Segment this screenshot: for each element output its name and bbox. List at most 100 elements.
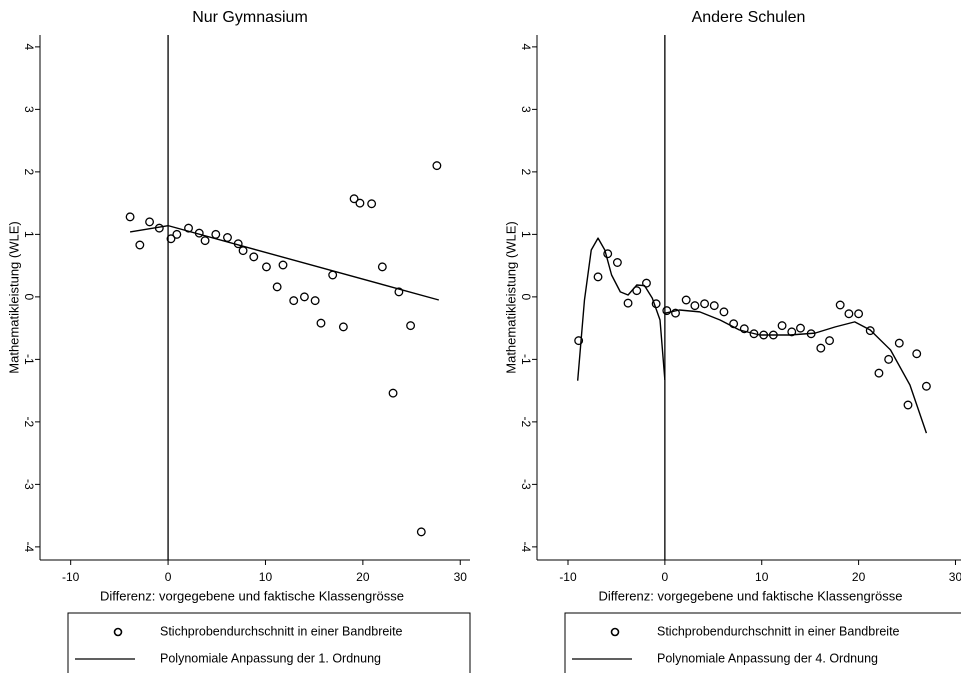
- chart-title: Nur Gymnasium: [192, 9, 308, 26]
- data-point: [394, 287, 404, 297]
- x-tick-label: -10: [559, 570, 577, 584]
- data-point: [671, 308, 680, 318]
- x-tick-label: -10: [62, 570, 80, 584]
- x-tick-label: 10: [755, 570, 769, 584]
- data-point: [574, 336, 584, 346]
- data-point: [388, 388, 398, 398]
- y-tick-label: -3: [519, 479, 533, 490]
- data-point: [349, 194, 359, 204]
- data-point: [249, 252, 259, 262]
- y-tick-label: -2: [519, 417, 533, 428]
- data-point: [632, 286, 642, 296]
- y-tick-label: -1: [519, 354, 533, 365]
- data-point: [593, 272, 603, 282]
- data-point: [825, 336, 834, 346]
- x-tick-label: 30: [454, 570, 468, 584]
- data-point: [681, 295, 691, 305]
- data-point: [612, 258, 622, 267]
- x-tick-label: 0: [165, 570, 172, 584]
- data-point: [299, 292, 309, 302]
- legend-label: Stichprobendurchschnitt in einer Bandbre…: [160, 624, 403, 638]
- data-point: [912, 349, 922, 359]
- data-point: [289, 296, 299, 306]
- data-point: [719, 307, 729, 317]
- data-point: [884, 354, 894, 364]
- data-point: [223, 233, 232, 242]
- data-point: [787, 327, 797, 337]
- data-point: [844, 309, 854, 319]
- y-tick-label: -1: [22, 354, 36, 365]
- data-point: [338, 322, 348, 332]
- x-tick-label: 30: [949, 570, 961, 584]
- data-point: [690, 301, 700, 311]
- y-tick-label: 3: [22, 106, 36, 113]
- data-point: [377, 262, 387, 272]
- y-tick-label: -4: [519, 542, 533, 553]
- data-point: [200, 236, 210, 246]
- fit-line: [129, 224, 440, 301]
- data-point: [894, 338, 904, 348]
- data-point: [739, 324, 749, 334]
- legend-marker: [610, 627, 620, 637]
- data-point: [816, 343, 826, 353]
- x-axis-title: Differenz: vorgegebene und faktische Kla…: [598, 588, 902, 603]
- legend-label: Polynomiale Anpassung der 4. Ordnung: [657, 651, 878, 665]
- data-point: [125, 212, 135, 222]
- y-tick-label: -2: [22, 417, 36, 428]
- data-point: [367, 199, 377, 209]
- data-point: [406, 321, 416, 331]
- data-point: [328, 270, 338, 280]
- fit-line: [664, 309, 928, 434]
- fit-line: [576, 237, 666, 381]
- x-axis-title: Differenz: vorgegebene und faktische Kla…: [100, 588, 404, 603]
- data-point: [316, 318, 326, 328]
- data-point: [709, 301, 719, 311]
- data-point: [796, 323, 805, 333]
- legend-label: Stichprobendurchschnitt in einer Bandbre…: [657, 624, 900, 638]
- data-point: [854, 309, 864, 319]
- y-tick-label: 2: [22, 169, 36, 176]
- legend-box: [67, 612, 471, 673]
- data-point: [874, 368, 884, 378]
- data-point: [642, 278, 651, 288]
- data-point: [623, 298, 633, 308]
- y-tick-label: 0: [519, 294, 533, 301]
- x-tick-label: 20: [356, 570, 370, 584]
- data-point: [145, 217, 155, 227]
- data-point: [310, 296, 320, 306]
- data-point: [662, 306, 672, 316]
- data-point: [416, 527, 426, 537]
- data-point: [355, 198, 365, 208]
- y-axis-title: Mathematikleistung (WLE): [503, 221, 518, 373]
- data-point: [238, 246, 248, 256]
- data-point: [211, 229, 221, 239]
- data-point: [777, 321, 787, 331]
- data-point: [272, 282, 282, 292]
- data-point: [749, 329, 759, 339]
- y-tick-label: 1: [519, 231, 533, 238]
- y-tick-label: 2: [519, 169, 533, 176]
- data-point: [261, 262, 271, 272]
- y-axis-title: Mathematikleistung (WLE): [6, 221, 21, 373]
- data-point: [603, 249, 613, 259]
- data-point: [432, 161, 442, 171]
- x-tick-label: 20: [852, 570, 866, 584]
- y-tick-label: 3: [519, 106, 533, 113]
- data-point: [172, 229, 182, 239]
- data-point: [835, 300, 845, 310]
- y-tick-label: -3: [22, 479, 36, 490]
- data-point: [166, 234, 176, 244]
- y-tick-label: 0: [22, 294, 36, 301]
- y-tick-label: -4: [22, 542, 36, 553]
- data-point: [865, 326, 875, 336]
- legend-marker: [113, 627, 123, 637]
- legend-box: [564, 612, 961, 673]
- y-tick-label: 1: [22, 231, 36, 238]
- legend-label: Polynomiale Anpassung der 1. Ordnung: [160, 651, 381, 665]
- x-tick-label: 10: [259, 570, 273, 584]
- data-point: [278, 260, 288, 270]
- data-point: [903, 400, 913, 410]
- y-tick-label: 4: [22, 44, 36, 51]
